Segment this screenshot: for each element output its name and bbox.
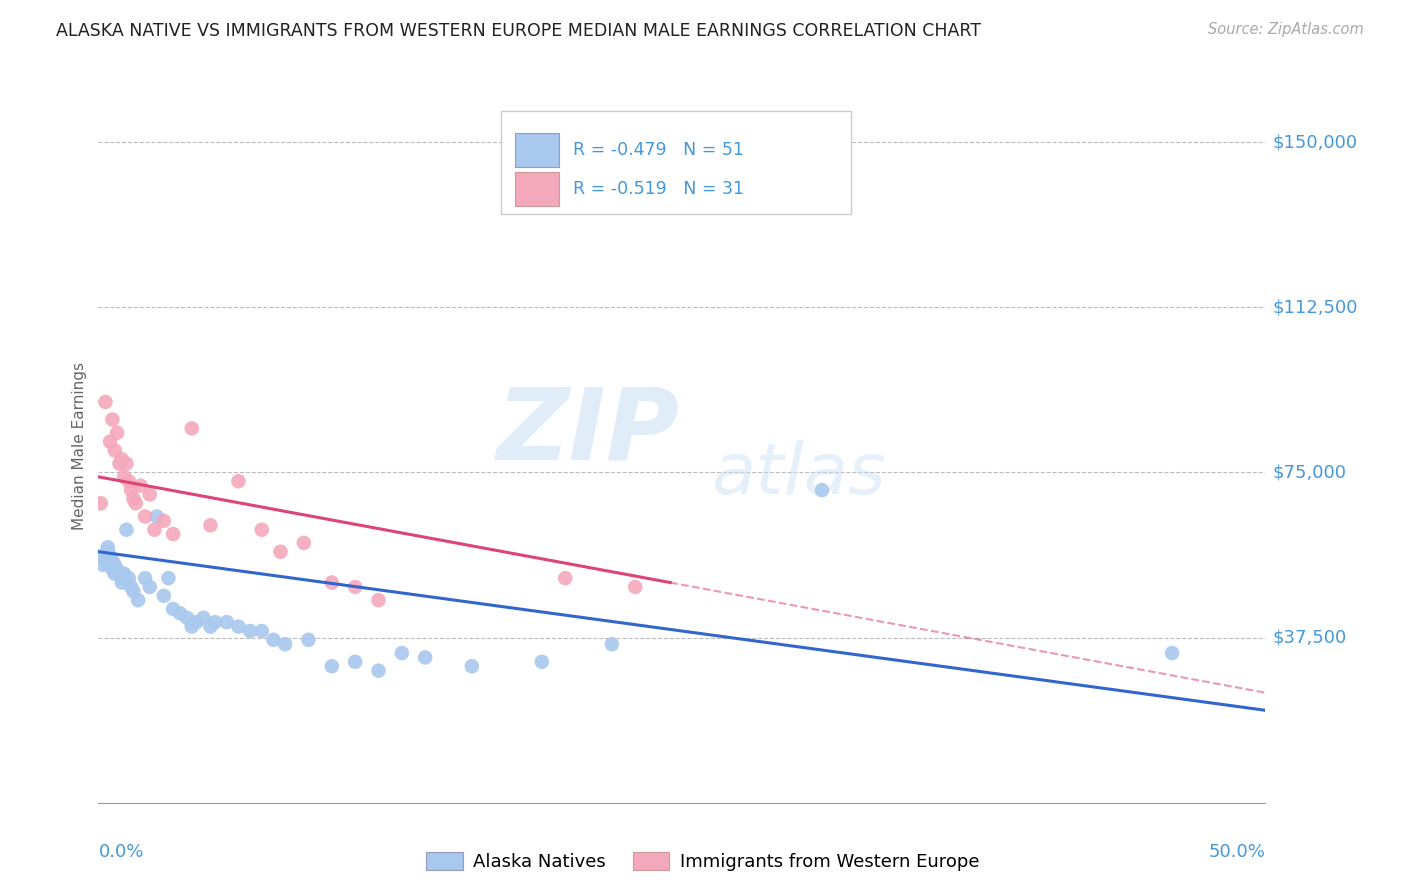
Point xyxy=(111,571,134,585)
Point xyxy=(97,545,120,559)
Point xyxy=(134,509,156,524)
Point xyxy=(250,624,273,638)
Point xyxy=(90,549,112,563)
Point xyxy=(152,514,174,528)
Text: $112,500: $112,500 xyxy=(1272,298,1358,317)
Point xyxy=(1161,646,1184,660)
Point xyxy=(129,478,152,492)
Text: R = -0.519   N = 31: R = -0.519 N = 31 xyxy=(574,180,744,198)
Point xyxy=(111,452,134,467)
Point xyxy=(111,575,134,590)
Text: ALASKA NATIVE VS IMMIGRANTS FROM WESTERN EUROPE MEDIAN MALE EARNINGS CORRELATION: ALASKA NATIVE VS IMMIGRANTS FROM WESTERN… xyxy=(56,22,981,40)
Point xyxy=(367,593,389,607)
Point xyxy=(600,637,623,651)
Point xyxy=(200,518,222,533)
Point xyxy=(176,611,198,625)
Point xyxy=(186,615,208,630)
Legend: Alaska Natives, Immigrants from Western Europe: Alaska Natives, Immigrants from Western … xyxy=(419,845,987,879)
Point xyxy=(180,421,202,435)
Point xyxy=(292,536,315,550)
Point xyxy=(115,457,138,471)
Point xyxy=(239,624,262,638)
Point xyxy=(204,615,226,630)
Point xyxy=(321,575,343,590)
Point xyxy=(104,443,127,458)
Text: ZIP: ZIP xyxy=(498,384,681,480)
Point xyxy=(90,496,112,510)
Point xyxy=(98,549,121,563)
Point xyxy=(94,395,117,409)
Point xyxy=(180,619,202,633)
Point xyxy=(193,611,215,625)
Point xyxy=(108,566,131,581)
Point xyxy=(112,566,135,581)
Point xyxy=(104,566,127,581)
FancyBboxPatch shape xyxy=(501,111,851,214)
Text: 0.0%: 0.0% xyxy=(98,843,143,861)
Point xyxy=(274,637,297,651)
Point xyxy=(461,659,484,673)
Point xyxy=(122,584,145,599)
Point xyxy=(118,475,141,489)
Point xyxy=(157,571,180,585)
Point xyxy=(97,541,120,555)
Point xyxy=(367,664,389,678)
Point xyxy=(344,580,367,594)
Text: 50.0%: 50.0% xyxy=(1209,843,1265,861)
Point xyxy=(413,650,436,665)
Point xyxy=(162,602,184,616)
Point xyxy=(139,580,162,594)
Point xyxy=(250,523,273,537)
Text: $150,000: $150,000 xyxy=(1272,133,1358,151)
Point xyxy=(162,527,184,541)
Point xyxy=(134,571,156,585)
Point xyxy=(344,655,367,669)
Point xyxy=(118,571,141,585)
Point xyxy=(105,425,128,440)
Point xyxy=(108,457,131,471)
Point xyxy=(228,475,250,489)
Point xyxy=(624,580,647,594)
Point xyxy=(94,553,117,567)
Text: atlas: atlas xyxy=(711,440,886,509)
Point xyxy=(98,434,121,449)
Text: R = -0.479   N = 51: R = -0.479 N = 51 xyxy=(574,141,744,159)
Point xyxy=(811,483,834,497)
Point xyxy=(105,562,128,576)
Point xyxy=(169,607,191,621)
Text: $75,000: $75,000 xyxy=(1272,464,1347,482)
Point xyxy=(391,646,413,660)
Point xyxy=(120,580,142,594)
Y-axis label: Median Male Earnings: Median Male Earnings xyxy=(72,362,87,530)
Text: $37,500: $37,500 xyxy=(1272,629,1347,647)
Point xyxy=(262,632,284,647)
Point xyxy=(200,619,222,633)
Point xyxy=(125,496,148,510)
Point xyxy=(554,571,576,585)
Point xyxy=(101,553,124,567)
Point xyxy=(530,655,553,669)
Point xyxy=(101,562,124,576)
Point xyxy=(91,558,114,572)
Point xyxy=(152,589,174,603)
Point xyxy=(215,615,238,630)
Point xyxy=(104,558,127,572)
Point xyxy=(98,558,121,572)
Point xyxy=(139,487,162,501)
Point xyxy=(112,470,135,484)
Point xyxy=(143,523,166,537)
Point xyxy=(120,483,142,497)
FancyBboxPatch shape xyxy=(515,172,560,206)
Point xyxy=(146,509,169,524)
Point xyxy=(115,523,138,537)
Point xyxy=(321,659,343,673)
FancyBboxPatch shape xyxy=(515,133,560,167)
Point xyxy=(228,619,250,633)
Point xyxy=(297,632,319,647)
Text: Source: ZipAtlas.com: Source: ZipAtlas.com xyxy=(1208,22,1364,37)
Point xyxy=(269,545,291,559)
Point xyxy=(127,593,149,607)
Point xyxy=(101,412,124,426)
Point xyxy=(122,491,145,506)
